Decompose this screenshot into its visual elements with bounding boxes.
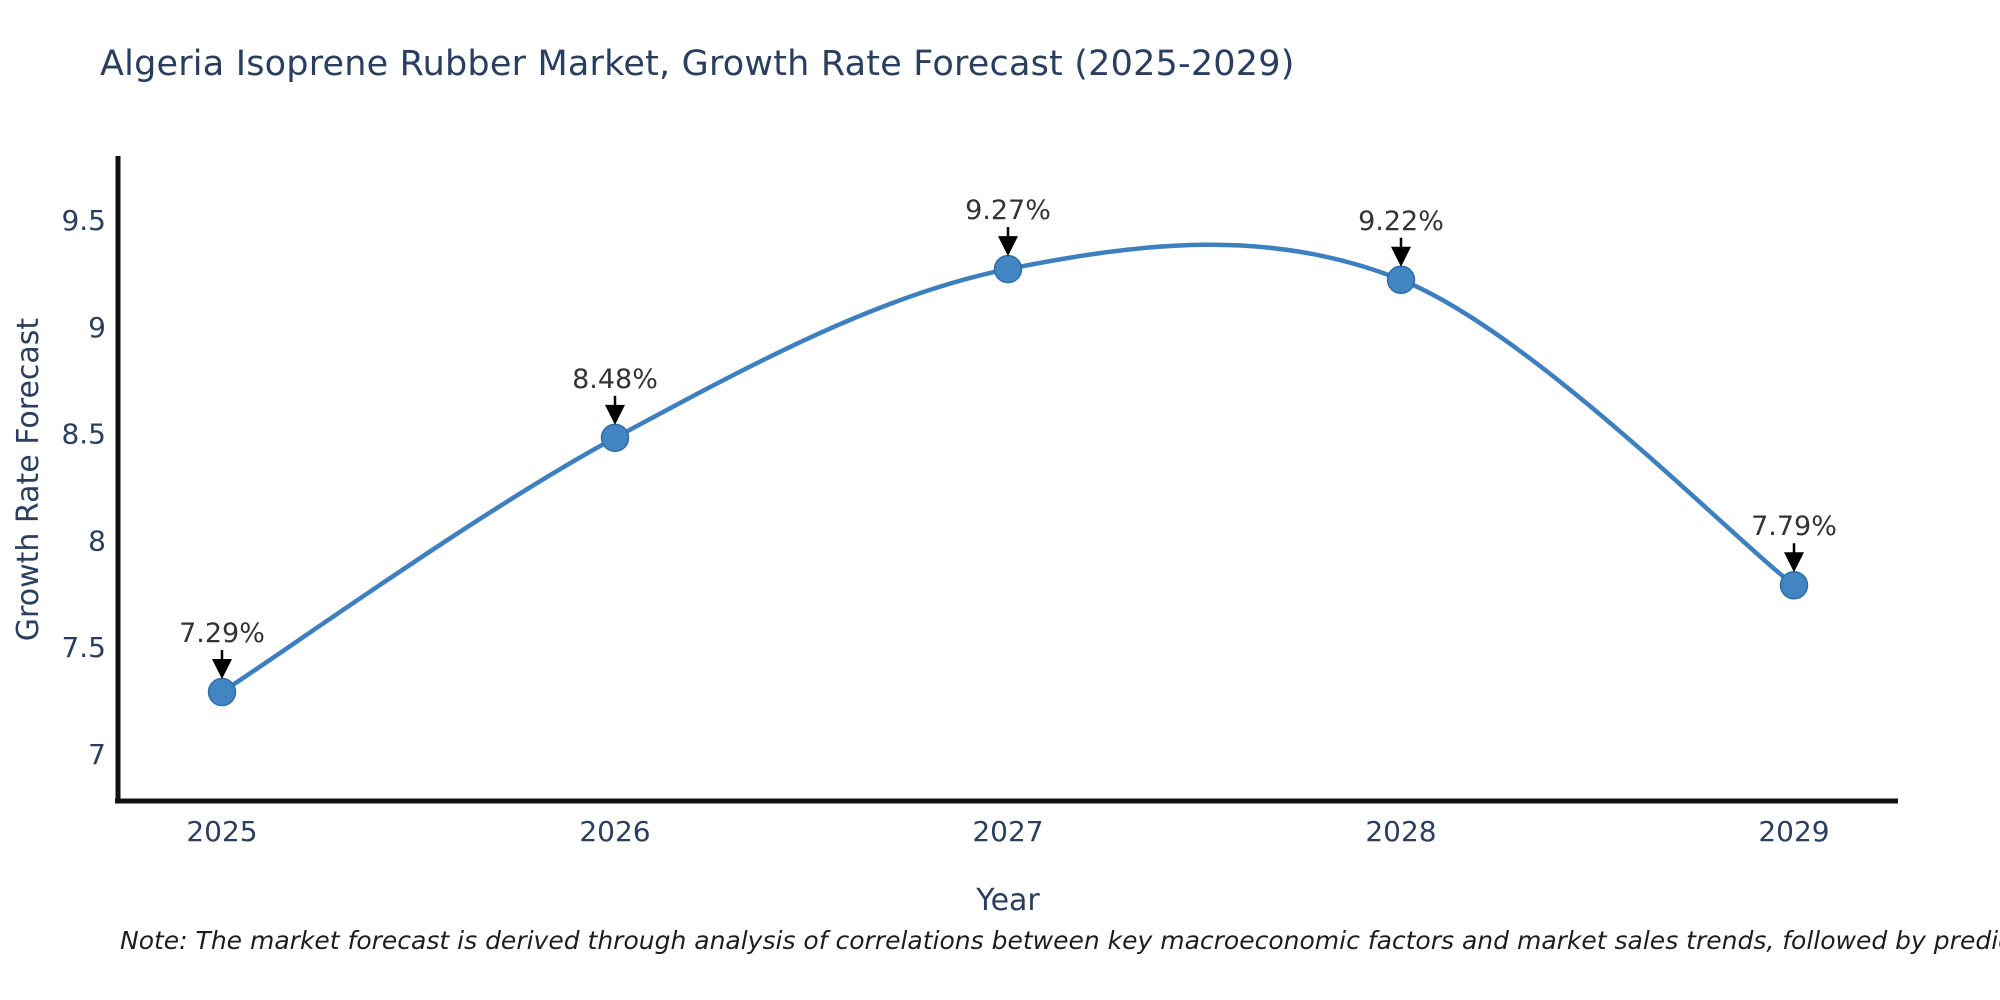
x-tick-label: 2029 xyxy=(1758,815,1829,848)
x-tick-label: 2025 xyxy=(186,815,257,848)
data-point-2026[interactable] xyxy=(600,423,630,453)
footnote: Note: The market forecast is derived thr… xyxy=(120,926,2000,955)
data-point-2025[interactable] xyxy=(207,677,237,707)
y-tick-label: 7.5 xyxy=(61,631,106,664)
annotation-label: 7.29% xyxy=(179,618,265,649)
annotation-label: 9.22% xyxy=(1358,206,1444,237)
annotation-arrow-head xyxy=(212,659,232,680)
y-tick-label: 8.5 xyxy=(61,418,106,451)
x-tick-label: 2026 xyxy=(579,815,650,848)
data-point-2028[interactable] xyxy=(1386,265,1416,295)
annotation-label: 9.27% xyxy=(965,195,1051,226)
annotation-arrow-head xyxy=(1391,246,1411,267)
x-axis-title: Year xyxy=(975,883,1040,918)
x-tick-label: 2027 xyxy=(972,815,1043,848)
data-point-2027[interactable] xyxy=(993,254,1023,284)
chart-title: Algeria Isoprene Rubber Market, Growth R… xyxy=(100,44,1295,84)
annotation-label: 7.79% xyxy=(1751,511,1837,542)
annotation-arrow-head xyxy=(1784,552,1804,573)
forecast-line xyxy=(219,242,1797,695)
annotation-arrow-head xyxy=(605,404,625,425)
annotation-arrow-head xyxy=(998,236,1018,257)
y-tick-label: 9.5 xyxy=(61,204,106,237)
y-axis-title: Growth Rate Forecast xyxy=(11,318,46,642)
y-tick-label: 7 xyxy=(88,738,106,771)
y-tick-label: 8 xyxy=(88,524,106,557)
x-tick-label: 2028 xyxy=(1365,815,1436,848)
y-tick-label: 9 xyxy=(88,311,106,344)
annotation-label: 8.48% xyxy=(572,364,658,395)
data-point-2029[interactable] xyxy=(1779,570,1809,600)
